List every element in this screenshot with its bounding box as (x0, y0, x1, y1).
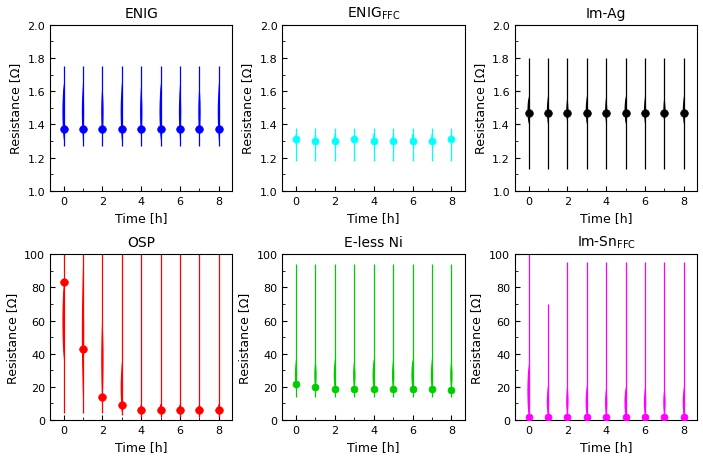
Polygon shape (547, 386, 549, 419)
X-axis label: Time [h]: Time [h] (347, 441, 400, 453)
Polygon shape (314, 359, 316, 392)
Polygon shape (63, 84, 65, 142)
Polygon shape (451, 132, 452, 146)
Title: OSP: OSP (127, 235, 155, 249)
Polygon shape (567, 97, 569, 125)
Y-axis label: Resistance [Ω]: Resistance [Ω] (474, 63, 486, 154)
Y-axis label: Resistance [Ω]: Resistance [Ω] (470, 292, 484, 383)
Polygon shape (63, 283, 65, 360)
Polygon shape (160, 84, 162, 142)
Polygon shape (218, 403, 220, 414)
X-axis label: Time [h]: Time [h] (115, 212, 167, 224)
X-axis label: Time [h]: Time [h] (580, 441, 633, 453)
Polygon shape (101, 313, 103, 409)
Polygon shape (101, 84, 103, 142)
Polygon shape (527, 97, 529, 125)
Polygon shape (334, 359, 336, 392)
Polygon shape (121, 362, 123, 414)
Polygon shape (121, 84, 123, 142)
Polygon shape (624, 97, 626, 125)
Polygon shape (295, 134, 297, 146)
X-axis label: Time [h]: Time [h] (115, 441, 167, 453)
Polygon shape (644, 387, 646, 419)
Polygon shape (411, 359, 413, 392)
Polygon shape (644, 97, 646, 125)
X-axis label: Time [h]: Time [h] (347, 212, 400, 224)
Polygon shape (82, 84, 84, 142)
Polygon shape (314, 134, 316, 146)
Title: Im-Sn$_{\mathrm{FFC}}$: Im-Sn$_{\mathrm{FFC}}$ (576, 235, 636, 251)
Polygon shape (624, 387, 627, 419)
Polygon shape (140, 403, 143, 414)
Polygon shape (663, 387, 666, 419)
Polygon shape (218, 84, 220, 142)
Y-axis label: Resistance [Ω]: Resistance [Ω] (6, 292, 18, 383)
Polygon shape (683, 387, 685, 419)
Title: ENIG$_{\mathrm{FFC}}$: ENIG$_{\mathrm{FFC}}$ (347, 6, 401, 22)
Polygon shape (527, 364, 529, 419)
Polygon shape (586, 386, 588, 419)
Polygon shape (353, 359, 356, 392)
Polygon shape (179, 403, 181, 414)
Polygon shape (431, 134, 433, 146)
Polygon shape (373, 359, 375, 392)
Polygon shape (586, 97, 588, 125)
Polygon shape (605, 387, 607, 419)
Y-axis label: Resistance [Ω]: Resistance [Ω] (9, 63, 22, 154)
Title: E-less Ni: E-less Ni (344, 235, 403, 249)
Polygon shape (198, 84, 200, 142)
Polygon shape (140, 84, 143, 142)
Polygon shape (179, 84, 181, 142)
Polygon shape (566, 384, 569, 419)
Polygon shape (431, 359, 433, 392)
Polygon shape (82, 266, 84, 398)
Polygon shape (392, 134, 394, 146)
Polygon shape (295, 359, 297, 390)
X-axis label: Time [h]: Time [h] (580, 212, 633, 224)
Polygon shape (354, 134, 355, 146)
Polygon shape (198, 403, 200, 414)
Polygon shape (373, 134, 375, 146)
Title: ENIG: ENIG (124, 6, 158, 21)
Polygon shape (392, 359, 394, 392)
Polygon shape (160, 403, 162, 414)
Polygon shape (547, 97, 549, 125)
Polygon shape (450, 359, 453, 392)
Y-axis label: Resistance [Ω]: Resistance [Ω] (238, 292, 251, 383)
Title: Im-Ag: Im-Ag (586, 6, 626, 21)
Polygon shape (411, 134, 413, 146)
Y-axis label: Resistance [Ω]: Resistance [Ω] (241, 63, 254, 154)
Polygon shape (605, 97, 607, 125)
Polygon shape (334, 134, 336, 146)
Polygon shape (664, 97, 666, 125)
Polygon shape (683, 97, 685, 125)
